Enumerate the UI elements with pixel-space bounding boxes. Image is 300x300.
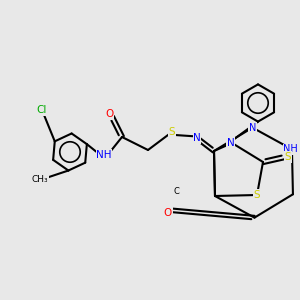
Text: N: N: [249, 123, 256, 133]
Text: S: S: [254, 190, 260, 200]
Text: Cl: Cl: [37, 105, 47, 115]
Text: S: S: [169, 127, 175, 137]
Text: S: S: [285, 152, 291, 162]
Text: NH: NH: [96, 150, 112, 160]
Text: O: O: [105, 109, 113, 119]
Text: N: N: [226, 138, 234, 148]
Text: NH: NH: [283, 144, 298, 154]
Text: CH₃: CH₃: [32, 176, 48, 184]
Text: C: C: [174, 187, 179, 196]
Text: O: O: [164, 208, 172, 218]
Text: N: N: [193, 133, 201, 143]
